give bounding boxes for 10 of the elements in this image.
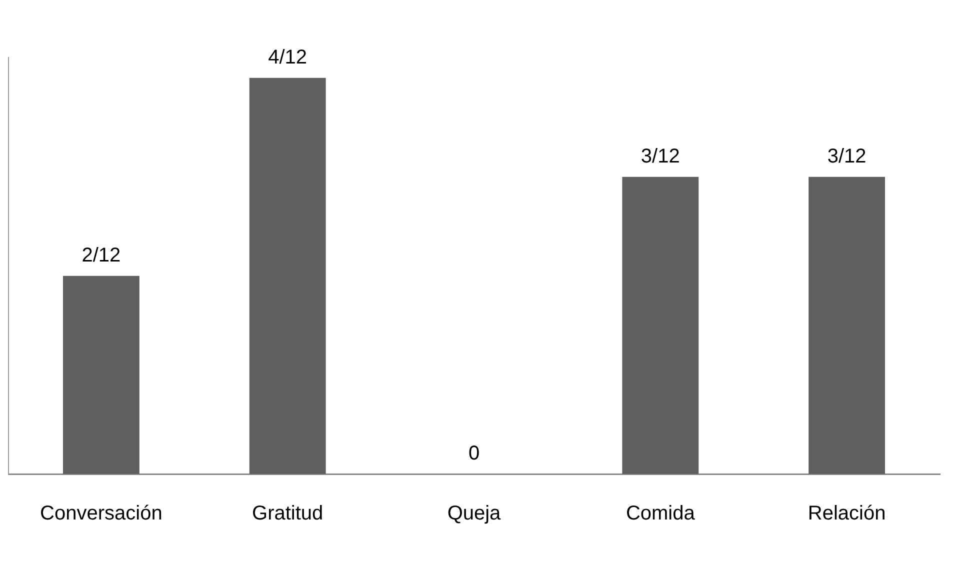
x-tick-label: Gratitud bbox=[252, 502, 324, 525]
x-tick-label: Comida bbox=[626, 502, 696, 525]
data-label: 0 bbox=[468, 442, 480, 465]
x-tick-label: Relación bbox=[808, 502, 886, 525]
data-label: 3/12 bbox=[827, 145, 866, 168]
x-tick-label: Conversación bbox=[40, 502, 162, 525]
data-label: 4/12 bbox=[268, 46, 308, 68]
x-tick-label: Queja bbox=[447, 502, 502, 525]
data-label: 3/12 bbox=[640, 145, 680, 168]
data-label: 2/12 bbox=[82, 244, 121, 266]
